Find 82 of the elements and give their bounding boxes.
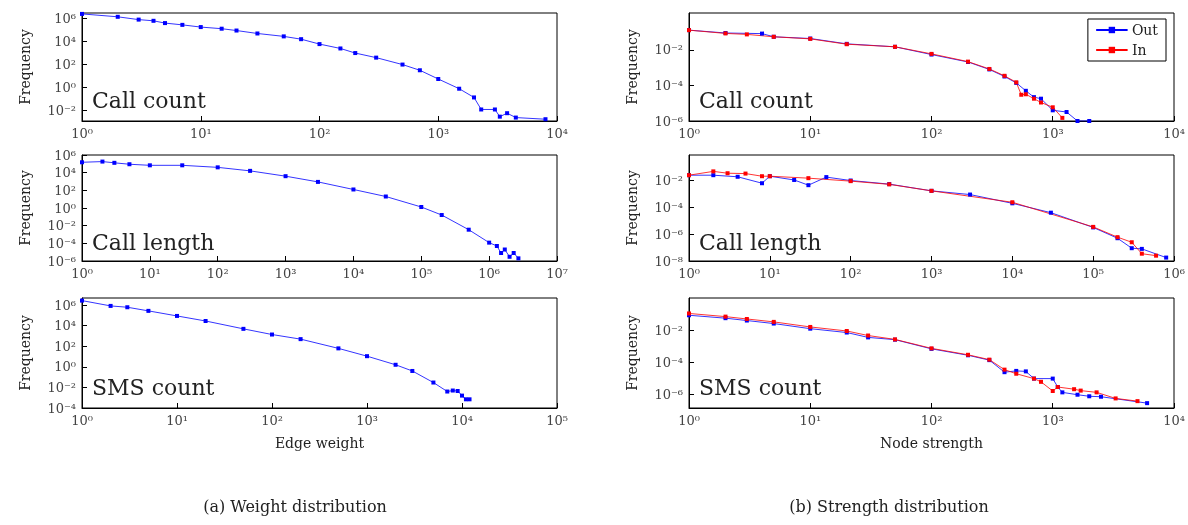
x-tick-label: 10⁵ xyxy=(1082,266,1105,281)
x-tick-label: 10⁰ xyxy=(678,126,700,141)
y-tick-label: 10⁰ xyxy=(54,359,76,375)
legend-label: In xyxy=(1131,42,1147,58)
legend-label: Out xyxy=(1131,22,1159,38)
y-tick-label: 10⁻⁶ xyxy=(654,113,683,129)
x-tick-label: 10⁰ xyxy=(678,413,700,428)
annotation: SMS count xyxy=(92,374,215,400)
x-tick-label: 10² xyxy=(920,126,943,141)
y-tick-label: 10⁻² xyxy=(654,322,683,338)
y-axis-title: Frequency xyxy=(624,29,640,105)
y-axis-title: Frequency xyxy=(17,315,33,391)
x-tick-label: 10⁰ xyxy=(71,126,93,141)
annotation: Call count xyxy=(92,87,206,113)
y-axis-title: Frequency xyxy=(624,170,640,246)
y-tick-label: 10⁻² xyxy=(654,173,683,189)
text: (a) Weight distribution xyxy=(203,496,387,516)
y-tick-label: 10² xyxy=(54,182,76,198)
y-tick-label: 10⁻⁴ xyxy=(47,400,76,416)
text: (b) Strength distribution xyxy=(789,496,989,516)
x-tick-label: 10⁶ xyxy=(478,266,501,281)
y-axis-title: Frequency xyxy=(17,170,33,246)
y-tick-label: 10⁻⁸ xyxy=(654,253,683,269)
y-tick-label: 10⁻⁴ xyxy=(654,77,683,93)
x-tick-label: 10¹ xyxy=(758,266,781,281)
x-tick-label: 10¹ xyxy=(166,413,188,428)
y-axis-title: Frequency xyxy=(17,29,33,105)
x-tick-label: 10⁴ xyxy=(1163,413,1185,428)
y-axis-title: Frequency xyxy=(624,315,640,391)
y-tick-label: 10⁶ xyxy=(54,297,76,313)
y-tick-label: 10⁴ xyxy=(54,34,76,50)
y-tick-label: 10⁻² xyxy=(654,42,683,58)
y-tick-label: 10⁻² xyxy=(47,103,76,119)
x-tick-label: 10⁶ xyxy=(1163,266,1185,281)
y-tick-label: 10² xyxy=(54,57,76,73)
x-tick-label: 10⁴ xyxy=(1001,266,1024,281)
y-tick-label: 10⁴ xyxy=(54,165,76,181)
x-tick-label: 10² xyxy=(920,413,943,428)
x-tick-label: 10⁴ xyxy=(451,413,473,428)
x-tick-label: 10⁰ xyxy=(71,413,93,428)
y-tick-label: 10⁻⁴ xyxy=(47,235,76,251)
x-tick-label: 10⁰ xyxy=(678,266,700,281)
x-axis-title: Edge weight xyxy=(274,435,365,451)
y-tick-label: 10² xyxy=(54,338,76,354)
x-tick-label: 10¹ xyxy=(799,413,822,428)
x-tick-label: 10³ xyxy=(920,266,943,281)
x-tick-label: 10⁷ xyxy=(546,266,568,281)
x-axis-title: Node strength xyxy=(880,435,983,451)
annotation: Call length xyxy=(699,229,822,255)
x-tick-label: 10¹ xyxy=(799,126,822,141)
x-tick-label: 10⁴ xyxy=(1163,126,1185,141)
x-tick-label: 10³ xyxy=(1041,126,1064,141)
y-tick-label: 10⁻² xyxy=(47,218,76,234)
x-tick-label: 10³ xyxy=(356,413,378,428)
y-tick-label: 10⁻⁶ xyxy=(654,226,683,242)
x-tick-label: 10⁴ xyxy=(342,266,365,281)
x-tick-label: 10¹ xyxy=(138,266,161,281)
x-tick-label: 10³ xyxy=(427,126,450,141)
y-tick-label: 10⁰ xyxy=(54,80,76,96)
y-tick-label: 10⁻⁶ xyxy=(47,253,76,269)
y-tick-label: 10⁻⁶ xyxy=(654,387,683,403)
y-tick-label: 10⁰ xyxy=(54,200,76,216)
y-tick-label: 10⁴ xyxy=(54,318,76,334)
x-tick-label: 10³ xyxy=(1041,413,1064,428)
x-tick-label: 10³ xyxy=(274,266,297,281)
annotation: Call count xyxy=(699,87,813,113)
y-tick-label: 10⁶ xyxy=(54,11,76,26)
x-tick-label: 10² xyxy=(261,413,283,428)
y-tick-label: 10⁻⁴ xyxy=(654,354,683,370)
y-tick-label: 10⁻² xyxy=(47,379,76,395)
x-tick-label: 10¹ xyxy=(189,126,212,141)
x-tick-label: 10⁵ xyxy=(410,266,433,281)
y-tick-label: 10⁻⁴ xyxy=(654,199,683,215)
x-tick-label: 10⁵ xyxy=(546,413,568,428)
x-tick-label: 10² xyxy=(206,266,229,281)
y-tick-label: 10⁶ xyxy=(54,147,76,163)
annotation: SMS count xyxy=(699,374,822,400)
x-tick-label: 10⁴ xyxy=(546,126,568,141)
x-tick-label: 10² xyxy=(839,266,862,281)
x-tick-label: 10² xyxy=(308,126,331,141)
annotation: Call length xyxy=(92,229,215,255)
x-tick-label: 10⁰ xyxy=(71,266,93,281)
